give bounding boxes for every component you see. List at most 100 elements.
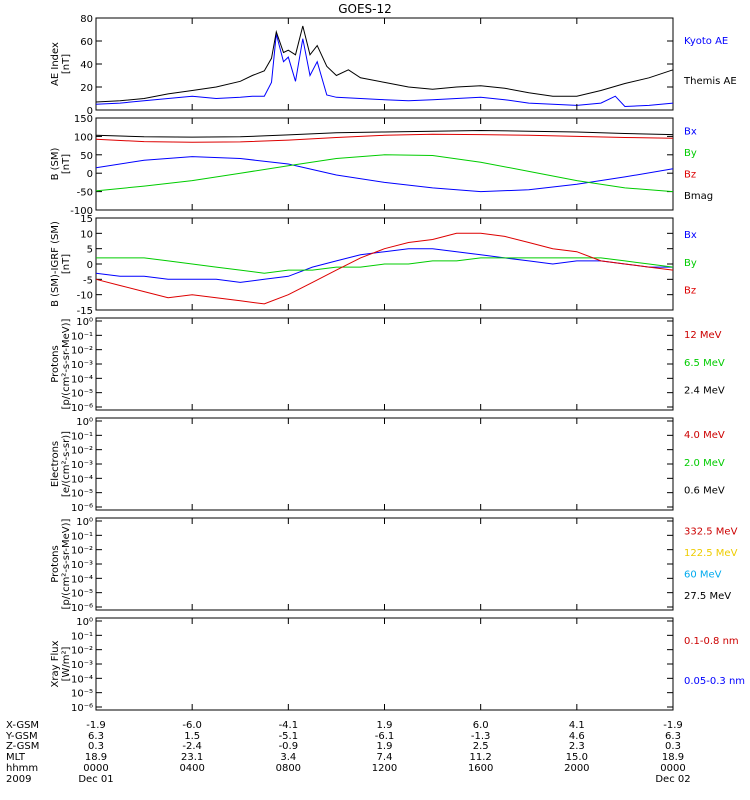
y-tick-label: -10 xyxy=(77,291,93,302)
series-bdiff-bx xyxy=(95,248,673,283)
y-tick-label: 150 xyxy=(74,114,93,125)
y-tick-label: 10⁻² xyxy=(71,546,93,557)
ephem-date-value: Dec 01 xyxy=(78,774,113,785)
ephem-y-value: 6.3 xyxy=(665,731,681,742)
y-axis-label: Xray Flux [W/m²] xyxy=(50,640,72,687)
y-tick-label: 40 xyxy=(80,60,93,71)
y-tick-label: 100 xyxy=(74,132,93,143)
legend-entry: 0.1-0.8 nm xyxy=(684,636,739,647)
y-tick-label: -100 xyxy=(70,206,93,217)
y-tick-label: 10⁻⁴ xyxy=(71,374,93,385)
y-tick-label: 10⁻⁴ xyxy=(71,674,93,685)
y-axis-label: B (SM)-IGRF (SM) [nT] xyxy=(50,221,72,307)
y-axis-label-line2: [p/(cm²-s-sr-MeV)] xyxy=(61,318,72,409)
chart-title: GOES-12 xyxy=(338,2,392,16)
panel-frame xyxy=(95,517,674,611)
y-tick-label: 10⁻² xyxy=(71,646,93,657)
ephem-mlt-value: 18.9 xyxy=(662,752,684,763)
y-tick-label: 10⁻⁴ xyxy=(71,474,93,485)
y-tick-label: 10⁻⁵ xyxy=(71,589,93,600)
ephem-x-value: 6.0 xyxy=(473,720,489,731)
y-axis-label-line2: [W/m²] xyxy=(61,646,72,681)
series-bdiff-bz xyxy=(95,232,674,305)
y-tick-label: 10⁰ xyxy=(76,317,93,328)
y-tick-label: 0 xyxy=(87,106,93,117)
ephem-y-value: -6.1 xyxy=(375,731,395,742)
y-axis-label: AE Index [nT] xyxy=(50,42,72,86)
ephem-z-value: 2.5 xyxy=(473,741,489,752)
y-tick-label: 10⁻⁵ xyxy=(71,489,93,500)
panel-bdiff: -15 -10 -5 0 5 10 15 B (SM)-IGRF (SM) [nT] Bx By Bz xyxy=(50,214,697,317)
legend-entry: 122.5 MeV xyxy=(684,548,738,559)
y-tick-label: 10⁻¹ xyxy=(71,531,93,542)
y-tick-label: 10⁰ xyxy=(76,517,93,528)
ephem-row-label: Z-GSM xyxy=(6,741,39,752)
panel-electrons: 10⁰ 10⁻¹ 10⁻² 10⁻³ 10⁻⁴ 10⁻⁵ 10⁻⁶ Electrons [e/(… xyxy=(50,417,725,514)
y-tick-label: 10⁻² xyxy=(71,446,93,457)
y-tick-label: 10⁰ xyxy=(76,417,93,428)
legend-entry: Bz xyxy=(684,286,696,297)
ephem-mlt-value: 3.4 xyxy=(280,752,296,763)
y-tick-label: 10⁻¹ xyxy=(71,331,93,342)
panel-frame xyxy=(95,317,674,411)
y-tick-label: 10⁻¹ xyxy=(71,431,93,442)
series-bfield-bz xyxy=(95,133,674,143)
y-axis-label-line2: [e/(cm²-s-sr)] xyxy=(61,431,72,497)
ephem-z-value: 0.3 xyxy=(665,741,681,752)
panel-ae: 0 20 40 60 80 AE Index [nT] Kyoto AE Themis AE xyxy=(50,14,737,117)
y-axis-label: B (SM) [nT] xyxy=(50,147,72,180)
legend-entry: 60 MeV xyxy=(684,569,722,580)
y-tick-label: 10⁻² xyxy=(71,346,93,357)
ephem-z-value: -2.4 xyxy=(182,741,202,752)
ephem-row-label: hhmm xyxy=(6,763,38,774)
ephem-y-value: -1.3 xyxy=(471,731,491,742)
y-tick-label: 0 xyxy=(87,260,93,271)
ephem-z-value: -0.9 xyxy=(279,741,299,752)
ephem-hhmm-value: 0400 xyxy=(179,763,204,774)
y-axis-label: Electrons [e/(cm²-s-sr)] xyxy=(50,431,72,497)
legend-entry: 0.6 MeV xyxy=(684,486,725,497)
ephem-mlt-value: 7.4 xyxy=(377,752,393,763)
y-tick-label: 10⁻⁵ xyxy=(71,389,93,400)
y-tick-label: 10⁻³ xyxy=(71,460,93,471)
y-tick-label: 10⁻⁶ xyxy=(71,703,93,714)
ephem-y-value: 4.6 xyxy=(569,731,585,742)
panel-frame xyxy=(95,17,674,111)
panel-bfield: -100 -50 0 50 100 150 B (SM) [nT] Bx By Bz Bmag xyxy=(50,114,713,217)
ephem-x-value: -1.9 xyxy=(86,720,106,731)
ephem-z-value: 0.3 xyxy=(88,741,104,752)
ephem-x-value: 1.9 xyxy=(377,720,393,731)
ephem-row-label: MLT xyxy=(6,752,26,763)
y-tick-label: 10⁻³ xyxy=(71,560,93,571)
y-tick-label: 10⁻³ xyxy=(71,360,93,371)
ephem-hhmm-value: 1200 xyxy=(372,763,397,774)
ephem-z-value: 1.9 xyxy=(377,741,393,752)
y-tick-label: 10⁰ xyxy=(76,617,93,628)
ephem-mlt-value: 23.1 xyxy=(181,752,203,763)
ephem-mlt-value: 18.9 xyxy=(85,752,107,763)
legend-entry: 12 MeV xyxy=(684,330,722,341)
y-axis-label: Protons [p/(cm²-s-sr-MeV)] xyxy=(50,318,72,409)
ephem-hhmm-value: 1600 xyxy=(468,763,493,774)
y-tick-label: 10⁻³ xyxy=(71,660,93,671)
ephem-date-value: Dec 02 xyxy=(655,774,690,785)
ephem-x-value: 4.1 xyxy=(569,720,585,731)
legend-entry: 2.4 MeV xyxy=(684,386,725,397)
ephem-mlt-value: 11.2 xyxy=(470,752,492,763)
y-axis-label-line2: [nT] xyxy=(61,54,72,74)
legend-entry: 6.5 MeV xyxy=(684,358,725,369)
panel-xray: 10⁰ 10⁻¹ 10⁻² 10⁻³ 10⁻⁴ 10⁻⁵ 10⁻⁶ Xray Flux [W/m… xyxy=(50,617,745,714)
legend-entry: Bx xyxy=(684,127,697,138)
ephem-y-value: 1.5 xyxy=(184,731,200,742)
y-tick-label: 10⁻⁶ xyxy=(71,503,93,514)
series-bdiff-by xyxy=(96,257,674,274)
y-tick-label: 60 xyxy=(80,37,93,48)
ephem-hhmm-value: 0000 xyxy=(83,763,108,774)
y-axis-label-line1: B (SM) xyxy=(50,147,61,180)
y-axis-label-line2: [nT] xyxy=(61,254,72,274)
ephem-hhmm-value: 0000 xyxy=(660,763,685,774)
